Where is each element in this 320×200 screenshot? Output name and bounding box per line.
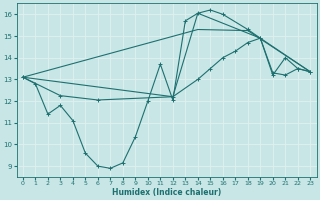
X-axis label: Humidex (Indice chaleur): Humidex (Indice chaleur) xyxy=(112,188,221,197)
